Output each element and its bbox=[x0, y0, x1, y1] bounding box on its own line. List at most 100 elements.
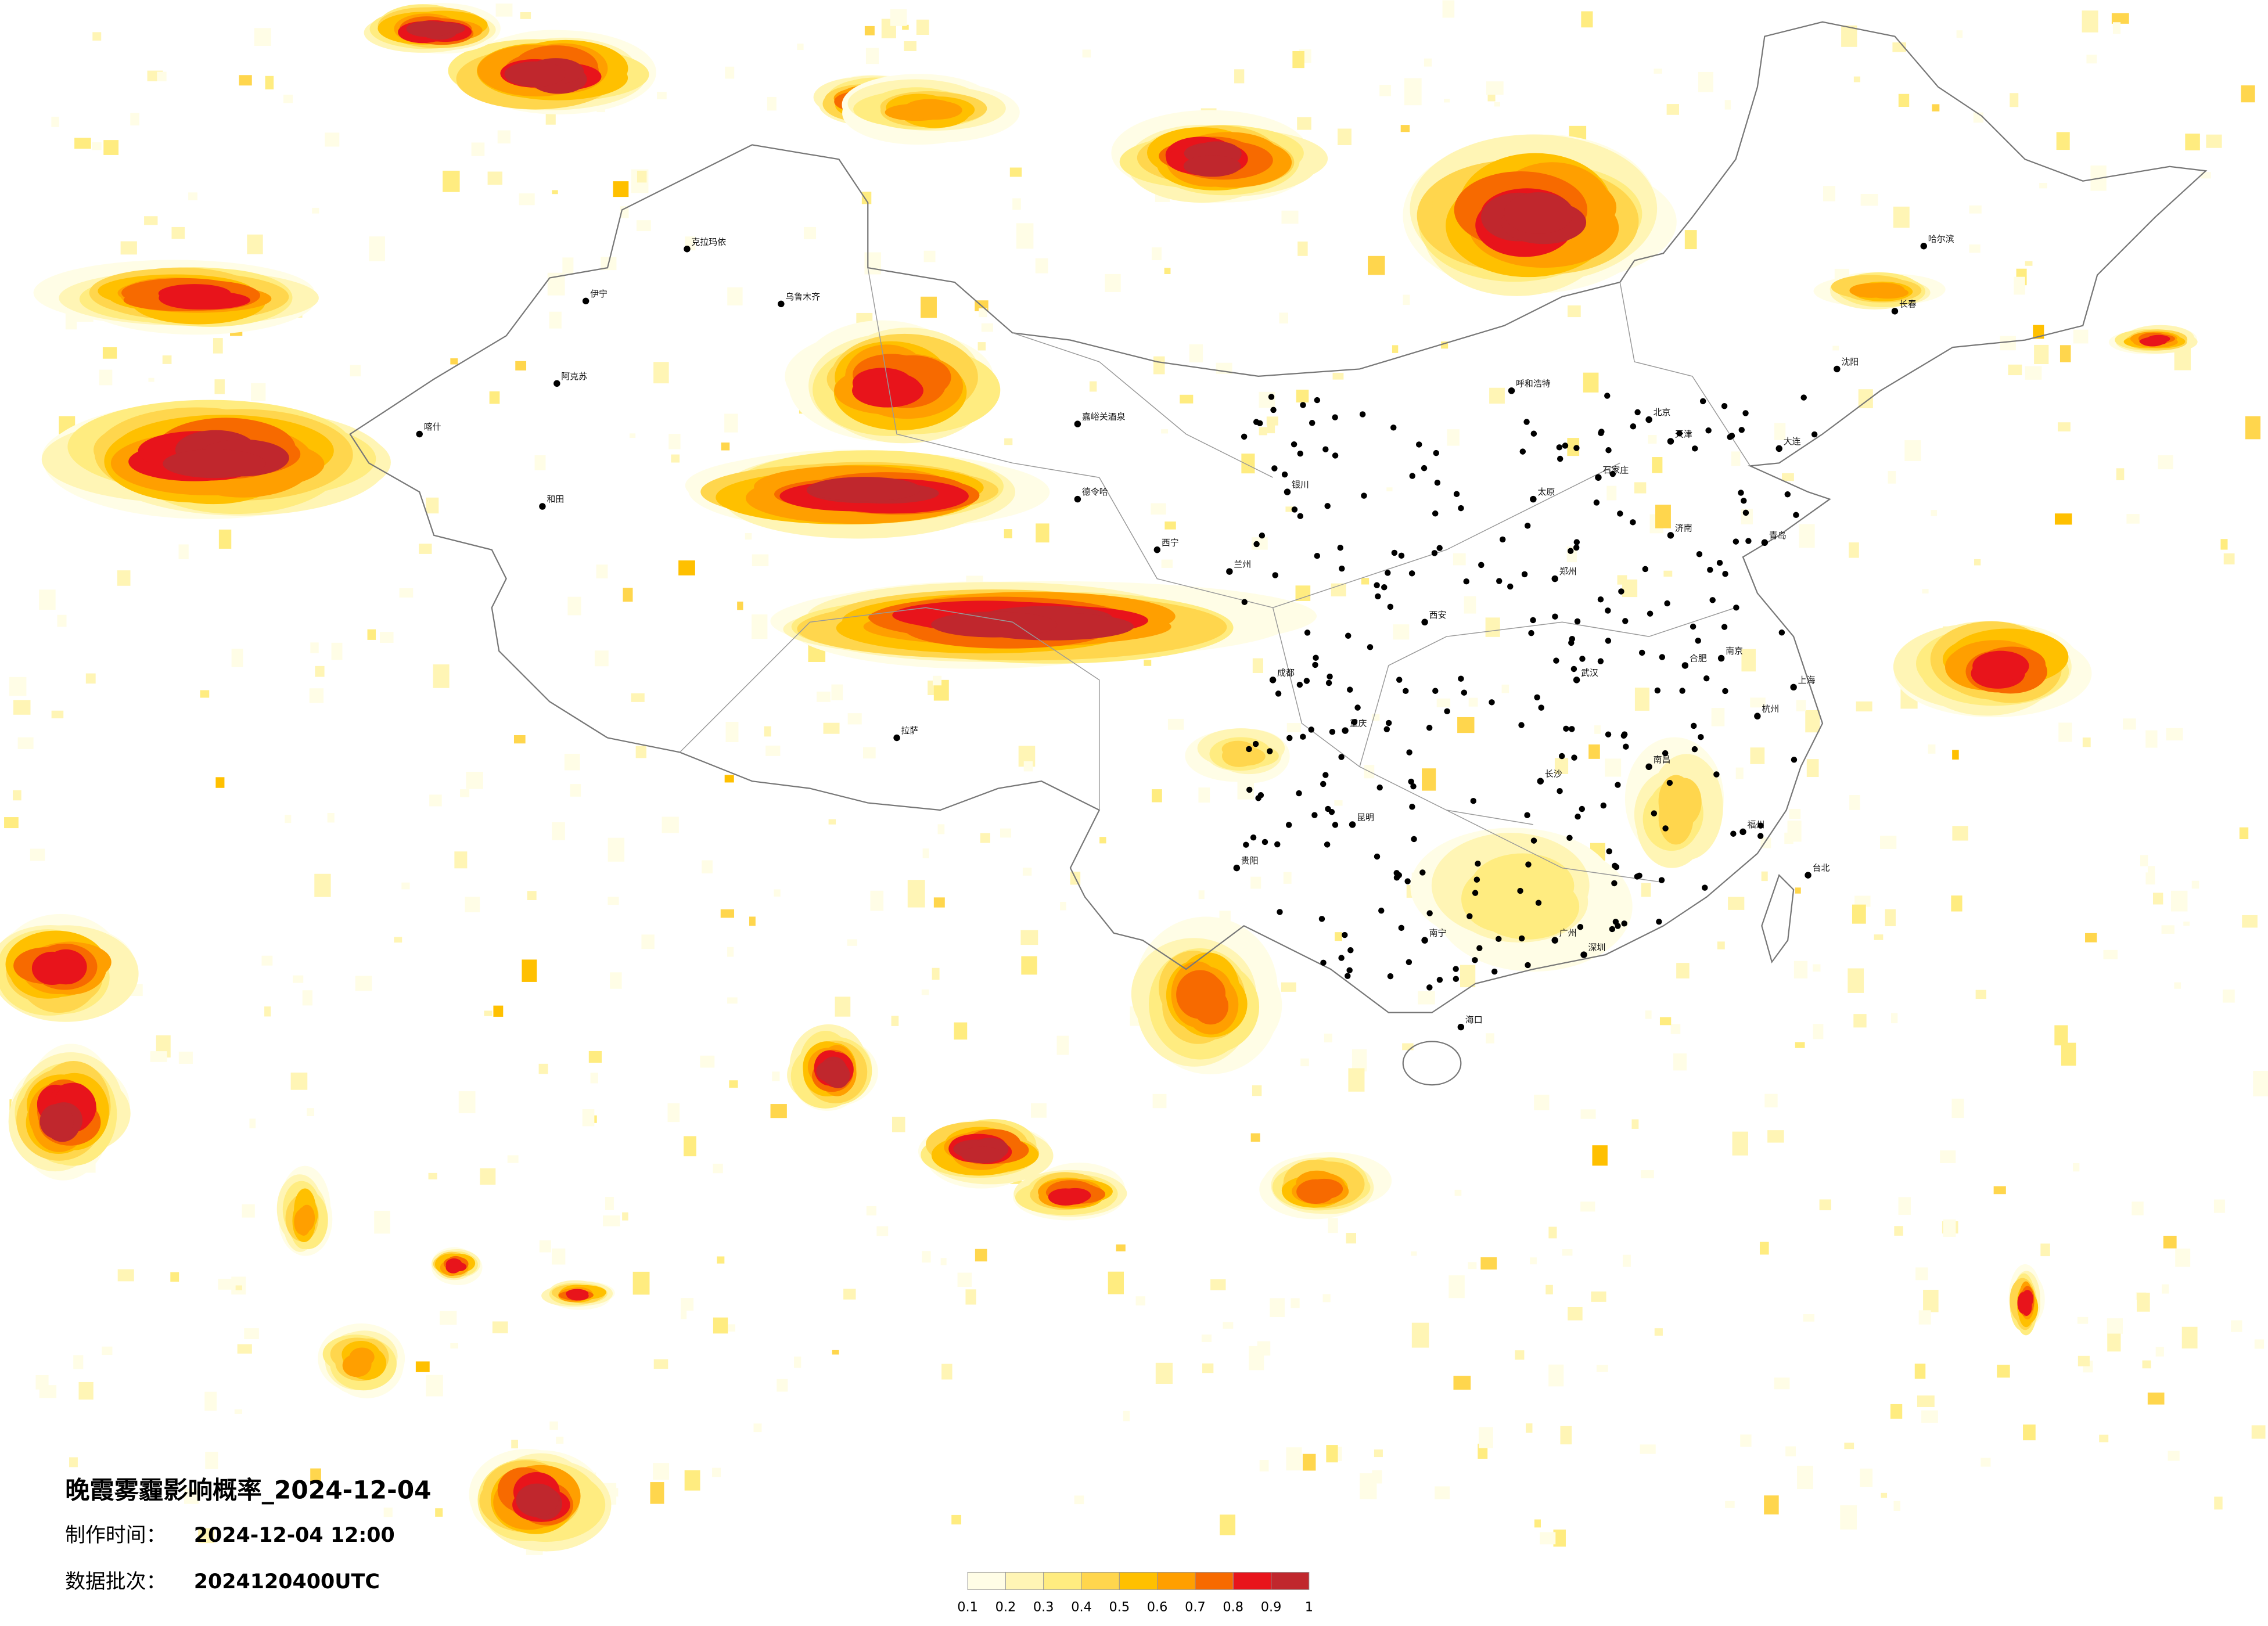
speck bbox=[401, 882, 410, 890]
city-dot bbox=[1691, 722, 1697, 729]
speck bbox=[2116, 468, 2125, 480]
city-dot bbox=[1396, 677, 1403, 683]
city-dot bbox=[1436, 977, 1443, 983]
speck bbox=[1164, 268, 1171, 275]
speck bbox=[205, 1451, 218, 1469]
city-label: 济南 bbox=[1675, 523, 1692, 533]
speck bbox=[1444, 99, 1450, 103]
speck bbox=[1803, 1314, 1814, 1322]
speck bbox=[745, 533, 752, 540]
speck bbox=[549, 311, 562, 329]
city-dot bbox=[1742, 509, 1749, 516]
legend-tick-label: 0.6 bbox=[1147, 1600, 1168, 1615]
city-dot bbox=[1453, 491, 1460, 497]
speck bbox=[1435, 1486, 1450, 1499]
speck bbox=[69, 1457, 78, 1467]
speck bbox=[2220, 539, 2228, 550]
speck bbox=[1840, 1505, 1857, 1530]
speck bbox=[680, 1310, 687, 1319]
city-dot bbox=[1579, 656, 1586, 662]
speck bbox=[1974, 559, 1981, 566]
speck bbox=[1151, 503, 1166, 515]
city-dot bbox=[1404, 878, 1411, 884]
speck bbox=[904, 41, 916, 51]
city-dot bbox=[1739, 828, 1746, 836]
city-dot bbox=[1573, 445, 1580, 451]
speck bbox=[727, 997, 738, 1004]
speck bbox=[1853, 76, 1861, 82]
speck bbox=[864, 26, 875, 35]
speck bbox=[1951, 895, 1963, 912]
city-label: 海口 bbox=[1465, 1015, 1483, 1025]
legend-swatch bbox=[1119, 1571, 1158, 1590]
speck bbox=[450, 358, 458, 365]
city-label: 太原 bbox=[1537, 487, 1555, 497]
speck bbox=[1750, 697, 1766, 708]
speck bbox=[1012, 198, 1021, 210]
speck bbox=[671, 454, 680, 463]
city-dot bbox=[1312, 661, 1318, 668]
city-dot bbox=[1569, 726, 1575, 732]
city-dot bbox=[1327, 673, 1333, 680]
city-dot bbox=[1325, 805, 1331, 812]
speck bbox=[1326, 1445, 1338, 1463]
city-dot bbox=[1300, 733, 1306, 740]
city-label: 武汉 bbox=[1581, 667, 1598, 678]
city-dot bbox=[1617, 510, 1623, 517]
city-dot bbox=[1658, 877, 1665, 883]
city-dot bbox=[1778, 629, 1785, 636]
probability-patch bbox=[445, 1261, 461, 1274]
city-dot bbox=[1754, 713, 1761, 720]
city-dot bbox=[1338, 955, 1345, 961]
speck bbox=[727, 287, 743, 305]
speck bbox=[283, 94, 293, 103]
city-dot bbox=[1716, 560, 1723, 566]
speck bbox=[435, 1508, 443, 1517]
speck bbox=[1082, 49, 1091, 57]
speck bbox=[1761, 871, 1768, 882]
city-dot bbox=[1557, 788, 1563, 794]
city-dot bbox=[1419, 869, 1426, 876]
speck bbox=[178, 1051, 193, 1064]
speck bbox=[1641, 883, 1651, 897]
speck bbox=[242, 1204, 255, 1218]
speck bbox=[489, 391, 500, 404]
speck bbox=[1874, 934, 1884, 940]
city-dot bbox=[1385, 720, 1392, 726]
city-dot bbox=[1562, 443, 1569, 449]
city-dot bbox=[1374, 582, 1380, 589]
speck bbox=[662, 816, 679, 833]
city-dot bbox=[1634, 409, 1641, 416]
speck bbox=[1545, 1285, 1553, 1294]
legend-tick-label: 0.3 bbox=[1033, 1600, 1054, 1615]
city-dot bbox=[1722, 571, 1728, 577]
speck bbox=[1167, 718, 1184, 730]
island-outline bbox=[1761, 874, 1795, 964]
speck bbox=[480, 1168, 496, 1185]
speck bbox=[2185, 134, 2200, 150]
city-dot bbox=[1638, 649, 1645, 656]
speck bbox=[1201, 1334, 1212, 1342]
city-dot bbox=[1705, 427, 1712, 434]
speck bbox=[1622, 579, 1638, 598]
speck bbox=[1135, 1296, 1145, 1305]
city-dot bbox=[1523, 419, 1530, 425]
city-dot bbox=[1517, 887, 1523, 894]
probability-patch bbox=[2021, 1290, 2033, 1308]
city-dot bbox=[1577, 924, 1584, 930]
speck bbox=[2107, 1333, 2121, 1352]
legend-tick-label: 0.1 bbox=[957, 1600, 978, 1615]
city-dot bbox=[1721, 624, 1728, 630]
speck bbox=[1844, 1442, 1854, 1449]
probability-patch bbox=[1186, 974, 1226, 1013]
city-dot bbox=[1416, 441, 1422, 448]
speck bbox=[2039, 183, 2047, 189]
city-dot bbox=[1775, 445, 1782, 452]
speck bbox=[657, 92, 667, 100]
speck bbox=[426, 1375, 443, 1397]
city-dot bbox=[1551, 575, 1558, 582]
city-dot bbox=[1605, 447, 1612, 454]
speck bbox=[1403, 294, 1410, 305]
speck bbox=[1252, 1085, 1262, 1096]
city-dot bbox=[1329, 729, 1336, 735]
